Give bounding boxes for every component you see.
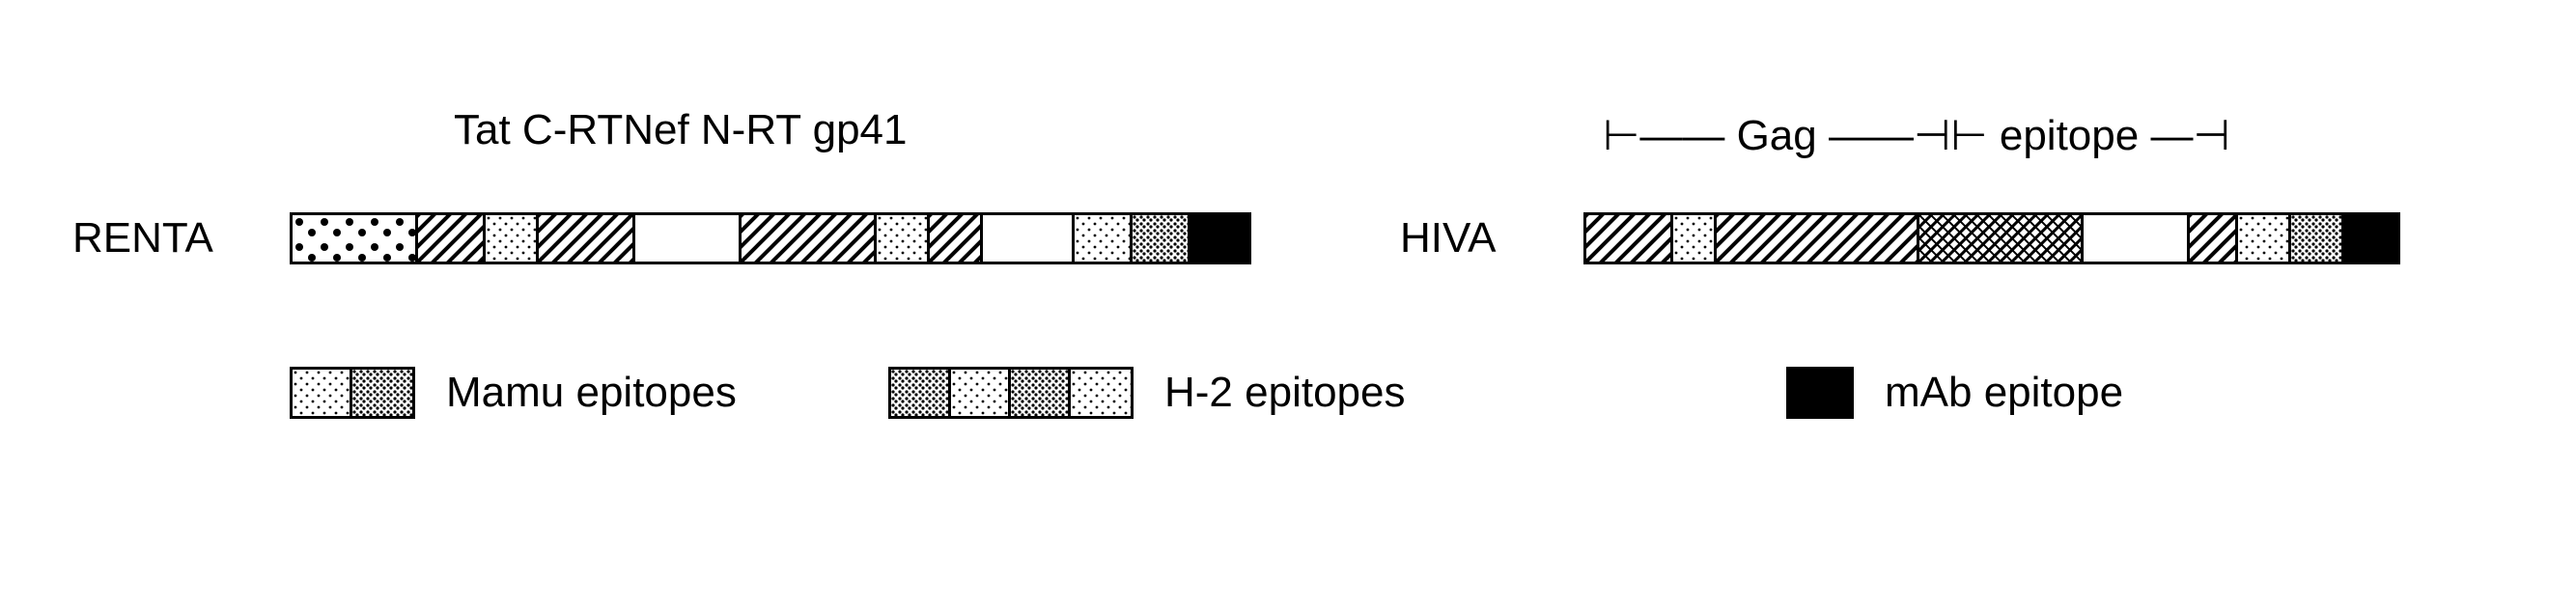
epitope-label: epitope xyxy=(2000,112,2139,159)
bar-segment xyxy=(983,215,1075,262)
legend-mamu: Mamu epitopes xyxy=(290,367,737,419)
legend-swatch xyxy=(293,370,352,416)
bar-segment xyxy=(2084,215,2190,262)
legend-h2: H-2 epitopes xyxy=(888,367,1405,419)
bar-segment xyxy=(1919,215,2084,262)
mab-swatch xyxy=(1786,367,1854,419)
renta-bar xyxy=(290,212,1251,264)
bar-segment xyxy=(539,215,635,262)
bar-segment xyxy=(1717,215,1919,262)
bracket-right: —⊣ xyxy=(2150,112,2229,159)
bracket-left: ⊢—— xyxy=(1603,112,1737,159)
bracket-mid: ——⊣⊢ xyxy=(1829,112,2000,159)
bar-segment xyxy=(930,215,983,262)
bar-segment xyxy=(2291,215,2344,262)
legend-swatch xyxy=(1071,370,1131,416)
bar-segment xyxy=(486,215,539,262)
h2-label: H-2 epitopes xyxy=(1164,369,1405,417)
hiva-label: HIVA xyxy=(1400,214,1496,263)
mab-label: mAb epitope xyxy=(1885,369,2123,417)
mamu-swatches xyxy=(290,367,415,419)
hiva-bracket: ⊢—— Gag ——⊣⊢ epitope —⊣ xyxy=(1603,111,2230,160)
legend-mab: mAb epitope xyxy=(1786,367,2123,419)
bar-segment xyxy=(2238,215,2291,262)
bar-segment xyxy=(1190,215,1248,262)
bar-segment xyxy=(293,215,418,262)
hiva-bar xyxy=(1583,212,2400,264)
bar-segment xyxy=(2344,215,2397,262)
bar-segment xyxy=(635,215,742,262)
bar-segment xyxy=(418,215,486,262)
bar-segment xyxy=(1075,215,1133,262)
bar-segment xyxy=(877,215,930,262)
gag-label: Gag xyxy=(1737,112,1817,159)
bar-segment xyxy=(1133,215,1190,262)
bar-segment xyxy=(742,215,877,262)
legend-swatch xyxy=(891,370,951,416)
bar-segment xyxy=(1673,215,1717,262)
legend-swatch xyxy=(352,370,412,416)
renta-title: Tat C-RTNef N-RT gp41 xyxy=(454,106,908,154)
renta-label: RENTA xyxy=(72,214,213,263)
legend-swatch xyxy=(951,370,1011,416)
legend-swatch xyxy=(1011,370,1071,416)
h2-swatches xyxy=(888,367,1134,419)
bar-segment xyxy=(2190,215,2238,262)
mamu-label: Mamu epitopes xyxy=(446,369,737,417)
bar-segment xyxy=(1586,215,1673,262)
